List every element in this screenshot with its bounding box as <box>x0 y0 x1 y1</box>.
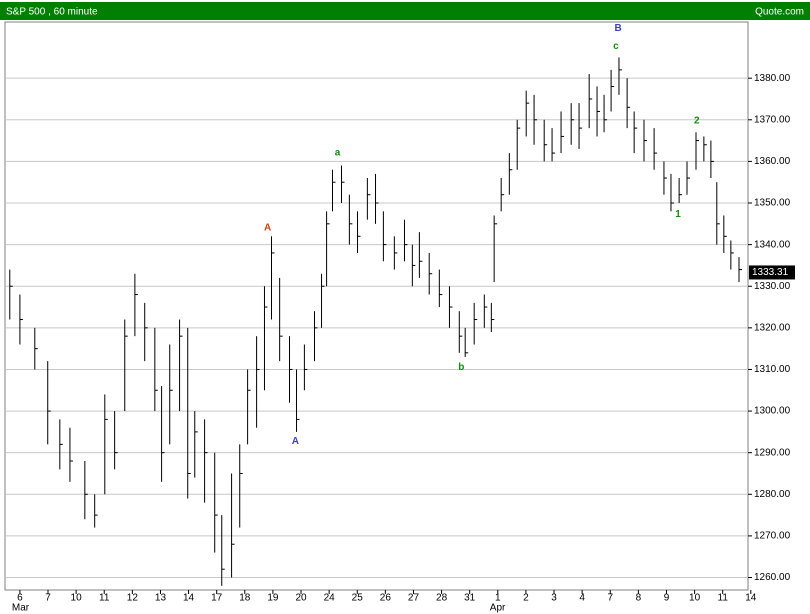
y-tick-label: 1380.00 <box>754 73 791 84</box>
month-label: Mar <box>12 603 30 614</box>
x-tick-label: 26 <box>380 593 392 604</box>
annotation: B <box>615 23 622 34</box>
x-tick-label: 4 <box>579 593 585 604</box>
source: Quote.com <box>755 7 804 18</box>
x-tick-label: 25 <box>352 593 364 604</box>
x-tick-label: 31 <box>464 593 476 604</box>
y-tick-label: 1270.00 <box>754 531 791 542</box>
x-tick-label: 7 <box>607 593 613 604</box>
y-tick-label: 1330.00 <box>754 281 791 292</box>
y-tick-label: 1340.00 <box>754 239 791 250</box>
x-tick-label: 9 <box>664 593 670 604</box>
x-tick-label: 10 <box>689 593 701 604</box>
y-tick-label: 1350.00 <box>754 198 791 209</box>
y-tick-label: 1290.00 <box>754 447 791 458</box>
x-tick-label: 18 <box>239 593 251 604</box>
y-tick-label: 1310.00 <box>754 364 791 375</box>
annotation: a <box>335 148 341 159</box>
x-tick-label: 17 <box>211 593 223 604</box>
annotation: A <box>264 223 271 234</box>
x-tick-label: 14 <box>183 593 195 604</box>
y-tick-label: 1260.00 <box>754 572 791 583</box>
annotation: b <box>458 362 464 373</box>
annotation: 2 <box>694 115 700 126</box>
annotation: 1 <box>675 209 681 220</box>
header-bar <box>0 2 810 20</box>
last-price-label: 1333.31 <box>752 267 789 278</box>
y-tick-label: 1280.00 <box>754 489 791 500</box>
plot-frame <box>4 21 749 591</box>
annotation: c <box>613 41 619 52</box>
month-label: Apr <box>490 603 506 614</box>
y-tick-label: 1370.00 <box>754 114 791 125</box>
x-tick-label: 8 <box>636 593 642 604</box>
x-tick-label: 28 <box>436 593 448 604</box>
x-tick-label: 1 <box>495 593 501 604</box>
x-tick-label: 24 <box>324 593 336 604</box>
x-tick-label: 7 <box>45 593 51 604</box>
x-tick-label: 14 <box>745 593 757 604</box>
x-tick-label: 3 <box>551 593 557 604</box>
x-tick-label: 13 <box>155 593 167 604</box>
y-tick-label: 1360.00 <box>754 156 791 167</box>
x-tick-label: 2 <box>523 593 529 604</box>
x-tick-label: 19 <box>267 593 279 604</box>
annotation: A <box>292 436 299 447</box>
y-tick-label: 1300.00 <box>754 406 791 417</box>
last-price-box <box>749 265 795 280</box>
x-tick-label: 6 <box>17 593 23 604</box>
chart-title: S&P 500 , 60 minute <box>6 7 98 18</box>
x-tick-label: 27 <box>408 593 420 604</box>
x-tick-label: 20 <box>295 593 307 604</box>
x-tick-label: 12 <box>127 593 139 604</box>
x-tick-label: 10 <box>71 593 83 604</box>
x-tick-label: 11 <box>718 593 729 604</box>
x-tick-label: 11 <box>99 593 110 604</box>
y-tick-label: 1320.00 <box>754 322 791 333</box>
